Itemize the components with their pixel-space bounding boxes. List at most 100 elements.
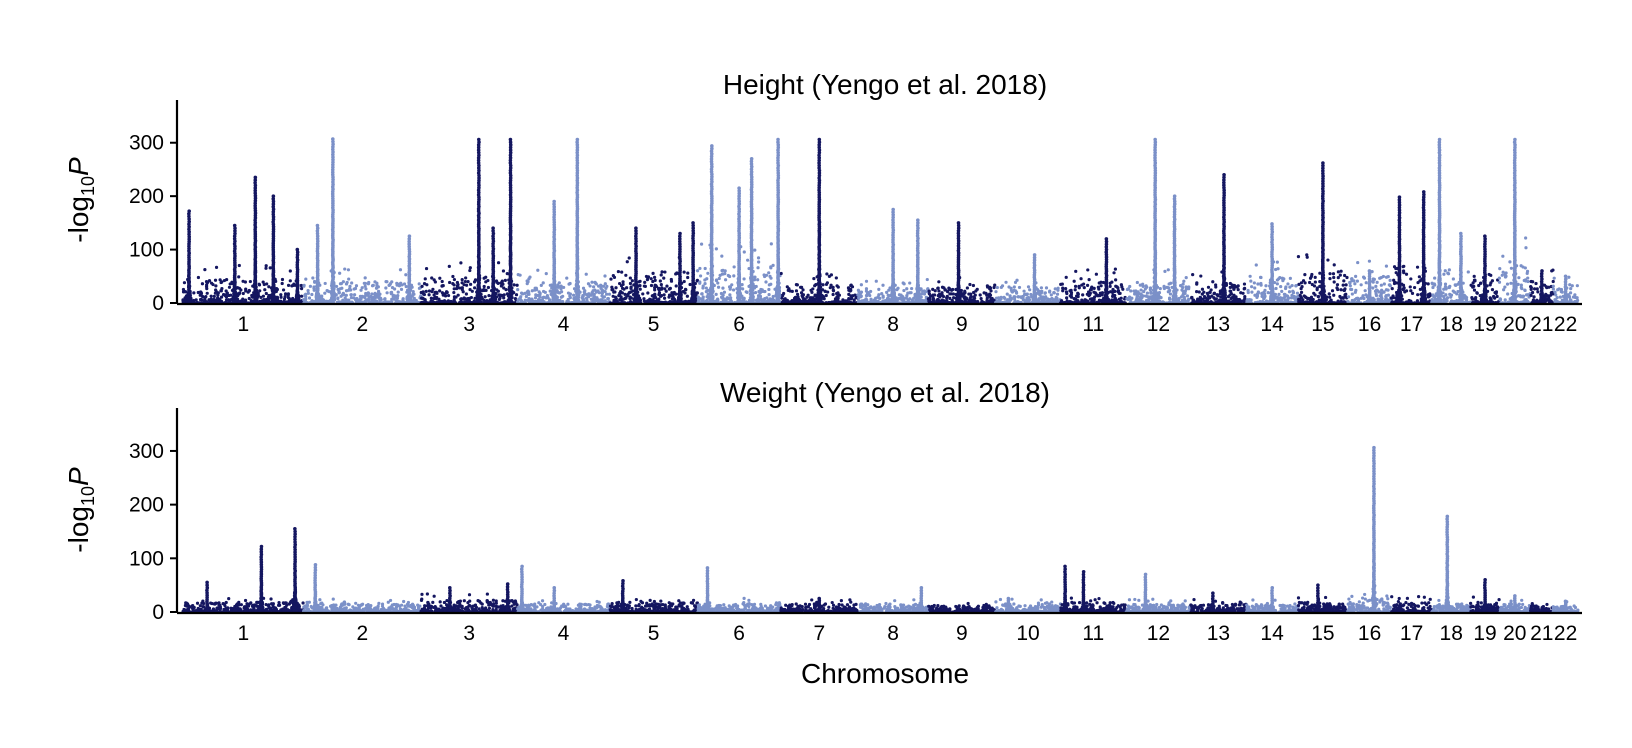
snp-point	[310, 292, 314, 297]
snp-point	[769, 282, 773, 286]
snp-point	[969, 294, 973, 299]
snp-point	[1362, 276, 1367, 280]
snp-point	[516, 287, 520, 292]
snp-point	[611, 294, 615, 298]
snp-point	[967, 292, 971, 296]
snp-point	[836, 285, 840, 289]
snp-point	[653, 283, 657, 287]
snp-point	[347, 277, 351, 281]
snp-point	[901, 297, 905, 302]
snp-point	[988, 285, 992, 289]
snp-point	[1327, 292, 1331, 296]
snp-point	[223, 294, 228, 298]
snp-point	[1408, 285, 1412, 289]
snp-point	[612, 290, 616, 294]
snp-point	[1158, 287, 1162, 291]
snp-point	[1048, 297, 1052, 302]
snp-point	[1549, 299, 1553, 303]
snp-point	[867, 292, 871, 296]
snp-point	[674, 292, 678, 296]
snp-point	[985, 296, 989, 300]
snp-point	[1259, 275, 1263, 280]
snp-point	[1551, 287, 1555, 291]
snp-point	[1297, 297, 1301, 301]
snp-point	[620, 270, 624, 274]
snp-point	[1404, 272, 1409, 276]
snp-point	[1168, 296, 1172, 300]
snp-point	[1299, 287, 1303, 291]
snp-point	[1296, 255, 1301, 259]
snp-point	[885, 290, 889, 294]
snp-point	[1092, 286, 1096, 290]
snp-point	[393, 287, 397, 291]
snp-point	[1497, 280, 1502, 284]
snp-point	[1040, 297, 1044, 301]
snp-point	[589, 297, 593, 301]
snp-point	[373, 292, 377, 296]
height-points	[181, 137, 1580, 305]
snp-point	[864, 279, 869, 283]
snp-point	[931, 296, 936, 301]
snp-point	[1498, 267, 1502, 271]
snp-point	[1120, 285, 1124, 289]
snp-point	[350, 281, 354, 285]
snp-point	[1275, 260, 1279, 264]
snp-point	[657, 286, 661, 291]
snp-point	[1028, 288, 1032, 292]
snp-point	[1211, 280, 1215, 284]
snp-point	[566, 291, 571, 295]
snp-point	[1474, 299, 1478, 303]
snp-point	[812, 276, 816, 281]
snp-point	[1491, 294, 1496, 299]
snp-point	[1359, 296, 1363, 300]
snp-point	[583, 291, 587, 296]
snp-point	[267, 285, 271, 289]
snp-point	[1332, 275, 1336, 280]
snp-point	[795, 292, 800, 296]
snp-point	[1343, 293, 1347, 297]
snp-point	[529, 297, 533, 302]
snp-point	[279, 293, 283, 297]
snp-point	[1119, 296, 1123, 300]
snp-point	[1409, 277, 1413, 281]
snp-point	[258, 289, 262, 293]
snp-point	[948, 296, 952, 300]
snp-point	[341, 280, 345, 284]
snp-point	[1039, 286, 1044, 290]
snp-point	[1356, 260, 1360, 265]
snp-point	[896, 286, 900, 290]
snp-point	[925, 277, 929, 282]
snp-point	[1388, 278, 1392, 282]
snp-point	[307, 296, 312, 300]
snp-point	[1085, 299, 1090, 303]
snp-point	[399, 287, 404, 291]
snp-point	[623, 296, 627, 300]
snp-point	[1112, 271, 1116, 275]
snp-point	[515, 283, 519, 287]
snp-point	[1202, 290, 1206, 294]
snp-point	[1315, 286, 1319, 290]
snp-point	[1308, 280, 1312, 285]
snp-point	[686, 275, 690, 280]
snp-point	[1022, 289, 1026, 293]
snp-point	[218, 297, 222, 302]
snp-point	[1205, 296, 1209, 301]
snp-point	[638, 283, 642, 288]
snp-point	[1508, 260, 1512, 264]
snp-point	[1303, 273, 1307, 277]
snp-point	[214, 298, 218, 302]
snp-point	[1298, 293, 1302, 297]
snp-point	[1039, 291, 1043, 295]
snp-point	[1363, 289, 1367, 293]
snp-point	[801, 288, 805, 292]
snp-point	[528, 275, 532, 279]
snp-point	[587, 292, 591, 296]
snp-point	[794, 289, 799, 293]
snp-point	[1305, 255, 1309, 259]
snp-point	[927, 299, 931, 303]
snp-point	[209, 281, 214, 285]
snp-point	[440, 279, 444, 284]
snp-point	[990, 296, 994, 301]
snp-point	[1355, 279, 1359, 283]
snp-point	[1242, 287, 1246, 291]
